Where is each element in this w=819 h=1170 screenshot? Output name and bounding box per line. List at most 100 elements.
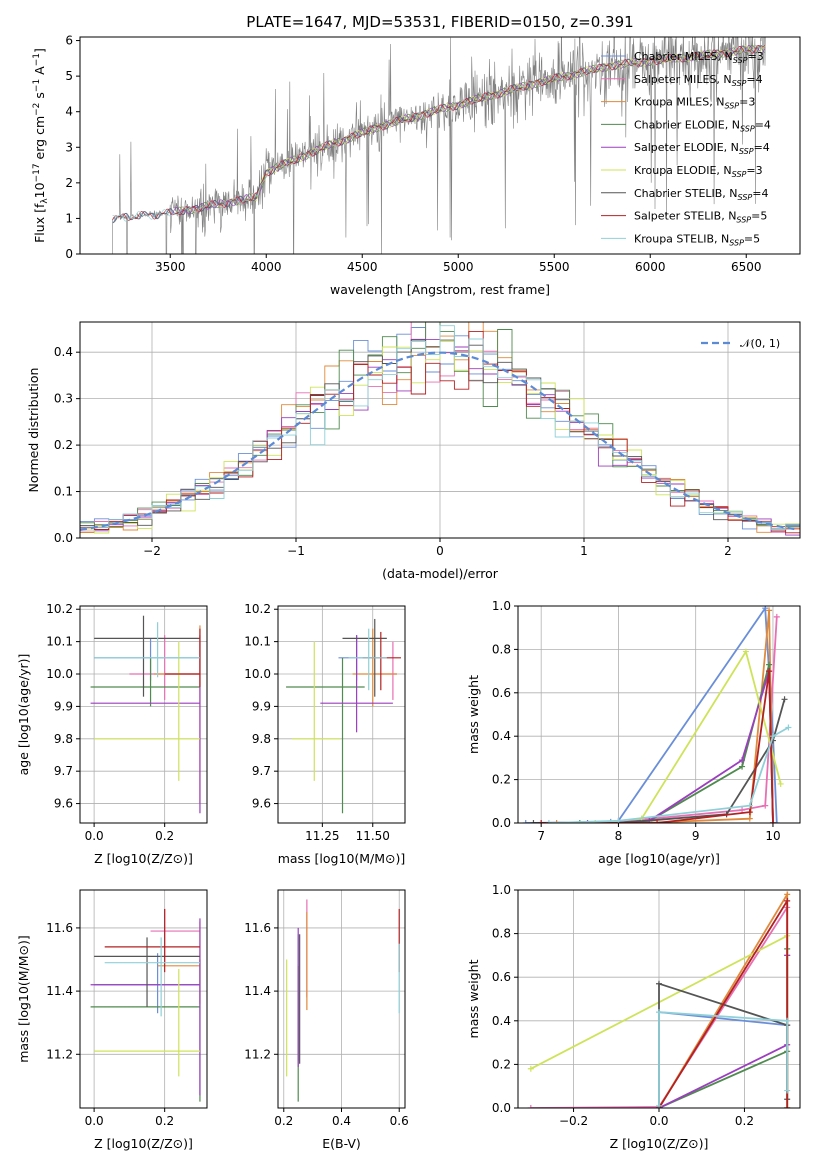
x-axis-label: Z [log10(Z/Z⊙)] (94, 851, 193, 866)
weight-line-kr_stelib (658, 1011, 789, 1106)
mass_vs_Z-frame (79, 889, 208, 1109)
y-tick-label: 11.4 (244, 984, 271, 998)
weight-marker-kr_stelib (545, 820, 552, 823)
x-tick-label: 4000 (251, 260, 282, 274)
y-tick-label: 2 (65, 176, 73, 190)
legend-label: Kroupa STELIB, N (634, 232, 729, 245)
y-tick-label: 0.0 (492, 1101, 511, 1115)
y-tick-label: 0.1 (54, 485, 73, 499)
legend-entry-kr_elodie: Kroupa ELODIE, NSSP=3 (634, 164, 763, 179)
y-tick-label: 9.7 (54, 764, 73, 778)
y-tick-label: 0.4 (492, 729, 511, 743)
y-tick-label: 11.6 (244, 921, 271, 935)
legend-sub: SSP (732, 79, 747, 88)
mass_vs_EBV-frame (277, 889, 406, 1109)
weight-marker-sa_miles (527, 1105, 534, 1108)
legend-label: Chabrier MILES, N (634, 50, 733, 63)
mass_vs_Z-axes: 0.0 0.2 11.2 11.4 11.6 (46, 890, 207, 1128)
y-axis-label-part: λ (40, 198, 50, 204)
massweight_vs_age-plot-area (522, 606, 792, 823)
weight-marker-kr_stelib (769, 733, 776, 740)
y-tick-label: 0.8 (492, 927, 511, 941)
legend-entry-sa_stelib: Salpeter STELIB, NSSP=5 (634, 210, 767, 225)
y-tick-label: 9.8 (54, 732, 73, 746)
weight-marker-kr_elodie (742, 648, 749, 655)
weight-marker-sa_stelib (746, 809, 753, 816)
weight-marker-ch_miles (522, 820, 529, 823)
legend-suffix: =5 (744, 232, 760, 245)
age_vs_mass-frame (277, 605, 406, 824)
model-spectrum-ch_stelib (112, 45, 765, 224)
y-tick-label: 1.0 (492, 599, 511, 613)
y-tick-label: 6 (65, 34, 73, 48)
x-tick-label: 11.25 (305, 829, 339, 843)
y-axis-label-part: 10 (32, 182, 47, 198)
legend-sub: SSP (740, 124, 755, 133)
weight-marker-sa_miles (739, 806, 746, 813)
x-tick-label: 0.2 (155, 1114, 174, 1128)
weight-marker-kr_miles (766, 607, 773, 614)
x-tick-label: 9 (692, 829, 700, 843)
y-axis-label-part: erg cm (32, 116, 47, 164)
y-tick-label: 9.7 (252, 764, 271, 778)
legend-sub: SSP (729, 238, 744, 247)
weight-line-ch_miles (525, 606, 778, 823)
legend-label: Salpeter STELIB, N (634, 210, 736, 223)
spectrum-plot-area (112, 37, 766, 254)
x-tick-label: 5000 (443, 260, 474, 274)
y-axis-label: age [log10(age/yr)] (16, 654, 31, 776)
massweight_vs_Z-frame (517, 889, 801, 1109)
legend-suffix: =3 (747, 50, 763, 63)
legend-suffix: =4 (754, 141, 770, 154)
model-spectrum-kr_elodie (246, 45, 766, 202)
y-tick-label: 9.9 (252, 699, 271, 713)
weight-marker-kr_stelib (746, 802, 753, 809)
weight-marker-kr_miles (746, 815, 753, 822)
massweight_vs_age-frame (517, 605, 801, 824)
y-tick-label: 1 (65, 211, 73, 225)
legend-entry-normal: 𝒩(0, 1) (740, 337, 780, 350)
y-tick-label: 0.0 (492, 816, 511, 830)
legend-entry-ch_miles: Chabrier MILES, NSSP=3 (634, 50, 764, 65)
legend-label: Salpeter ELODIE, N (634, 141, 739, 154)
age_vs_mass-axes: 11.25 11.50 9.6 9.7 9.8 9.9 10.0 10.1 10.2 (244, 602, 405, 843)
x-axis-label: wavelength [Angstrom, rest frame] (330, 282, 550, 297)
x-tick-label: 8 (615, 829, 623, 843)
weight-marker-sa_miles (762, 802, 769, 809)
y-axis-label-part: −1 (32, 79, 42, 92)
legend-label: Kroupa MILES, N (634, 96, 724, 109)
y-tick-label: 0.2 (492, 773, 511, 787)
legend-label: Kroupa ELODIE, N (634, 164, 732, 177)
y-tick-label: 0.2 (54, 438, 73, 452)
legend-label: Salpeter MILES, N (634, 73, 732, 86)
y-tick-label: 11.2 (244, 1047, 271, 1061)
y-axis-label-part: −17 (32, 163, 42, 182)
y-tick-label: 0.2 (492, 1057, 511, 1071)
x-tick-label: 5500 (539, 260, 570, 274)
y-axis-label: mass [log10(M/M⊙)] (16, 935, 31, 1063)
x-axis-label: Z [log10(Z/Z⊙)] (610, 1136, 709, 1151)
x-axis-label: mass [log10(M/M⊙)] (278, 851, 406, 866)
y-tick-label: 11.6 (46, 921, 73, 935)
x-tick-label: 0 (436, 544, 444, 558)
weight-marker-sa_stelib (769, 820, 776, 823)
massweight_vs_Z-axes: −0.2 0.0 0.2 0.0 0.2 0.4 0.6 0.8 1.0 (492, 883, 800, 1128)
x-tick-label: −1 (287, 544, 305, 558)
legend-suffix: =3 (746, 164, 762, 177)
weight-marker-sa_stelib (784, 1105, 791, 1108)
y-tick-label: 1.0 (492, 883, 511, 897)
y-axis-label-part: −1 (32, 53, 42, 66)
spectrum-axes: 3500 4000 4500 5000 5500 6000 6500 0 1 2 3 4 5 6 (65, 34, 761, 274)
weight-marker-ch_stelib (656, 980, 662, 987)
x-tick-label: 0.4 (332, 1114, 351, 1128)
weight-marker-sa_stelib (538, 820, 545, 823)
legend-sub: SSP (724, 102, 739, 111)
x-tick-label: 0.0 (85, 829, 104, 843)
weight-marker-ch_stelib (781, 696, 788, 703)
weight-line-ch_elodie (579, 664, 774, 823)
weight-marker-kr_elodie (527, 1065, 534, 1072)
weight-marker-kr_stelib (656, 1009, 662, 1016)
x-tick-label: 1 (580, 544, 588, 558)
y-axis-label: Flux [fλ10−17 erg cm−2 s−1 A−1] (32, 48, 50, 243)
